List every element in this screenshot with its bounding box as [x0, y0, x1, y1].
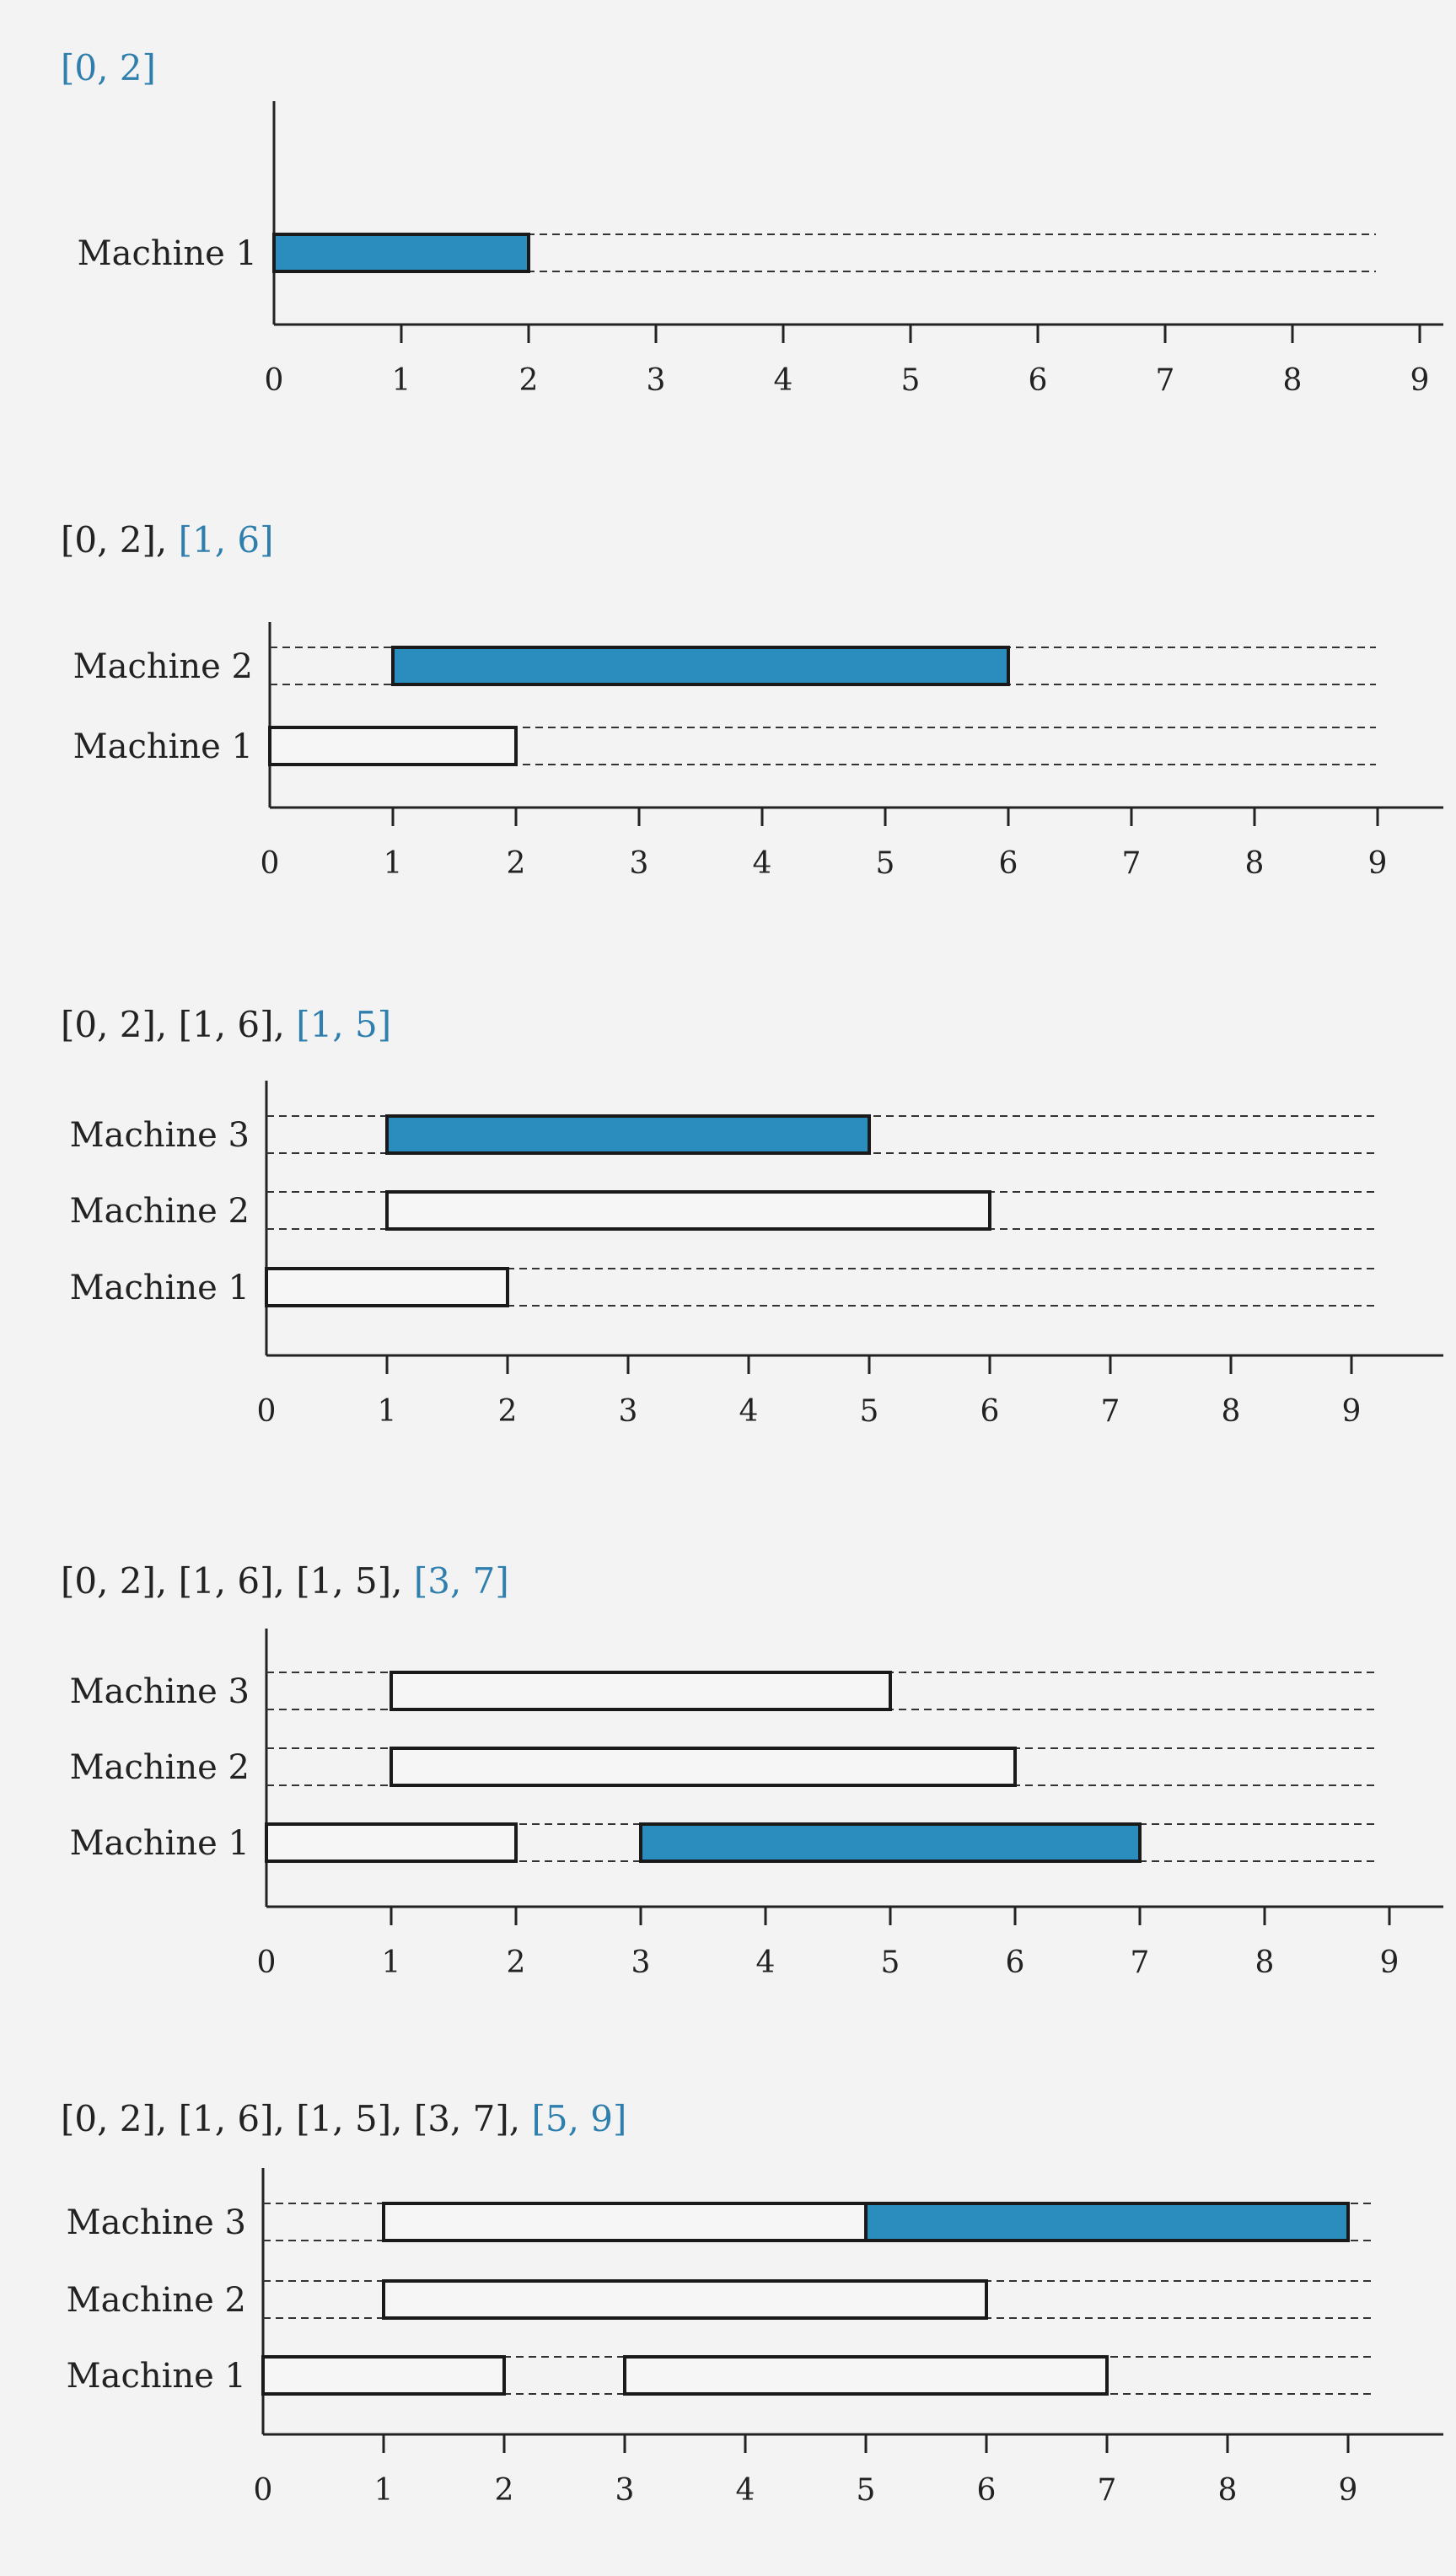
tick-label: 5	[876, 846, 895, 881]
tick-label: 5	[881, 1945, 900, 1980]
tick-label: 1	[382, 1945, 401, 1980]
panel-caption: [0, 2], [1, 6]	[61, 519, 274, 561]
machine-label: Machine 1	[70, 1269, 250, 1307]
schedule-panel: [0, 2], [1, 6] 0 1 2 3 4 5 6 7 8 9 Machine 1 Machine…	[61, 519, 1443, 881]
machine-label: Machine 2	[67, 2281, 246, 2320]
scheduled-interval-bar	[382, 2202, 868, 2242]
machine-label: Machine 3	[67, 2203, 246, 2242]
tick-label: 6	[999, 846, 1018, 881]
scheduled-interval-bar	[390, 1671, 892, 1711]
tick-label: 0	[265, 363, 284, 398]
tick-label: 3	[630, 846, 649, 881]
tick-label: 0	[261, 846, 280, 881]
scheduled-interval-bar	[390, 1747, 1017, 1787]
machine-label: Machine 2	[73, 647, 253, 686]
caption-previous-intervals: [0, 2], [1, 6], [1, 5], [3, 7],	[61, 2098, 531, 2139]
tick-label: 6	[1029, 363, 1048, 398]
tick-label: 9	[1368, 846, 1388, 881]
tick-label: 3	[615, 2473, 635, 2508]
tick-label: 3	[631, 1945, 651, 1980]
tick-label: 1	[378, 1394, 397, 1429]
caption-new-interval: [1, 5]	[296, 1004, 391, 1045]
machine-label: Machine 1	[67, 2357, 246, 2396]
scheduled-interval-bar	[623, 2355, 1109, 2396]
machine-label: Machine 2	[70, 1192, 250, 1231]
panel-caption: [0, 2]	[61, 47, 156, 89]
new-interval-bar	[391, 646, 1010, 686]
scheduled-interval-bar	[382, 2279, 988, 2320]
tick-label: 2	[498, 1394, 518, 1429]
machine-label: Machine 2	[70, 1748, 250, 1787]
tick-label: 7	[1122, 846, 1142, 881]
tick-label: 7	[1156, 363, 1175, 398]
machine-label: Machine 3	[70, 1116, 250, 1155]
tick-label: 6	[981, 1394, 1000, 1429]
scheduled-interval-bar	[265, 1267, 509, 1307]
caption-new-interval: [3, 7]	[414, 1560, 509, 1602]
tick-label: 4	[756, 1945, 776, 1980]
tick-label: 6	[1006, 1945, 1025, 1980]
panel-caption: [0, 2], [1, 6], [1, 5], [3, 7]	[61, 1560, 509, 1602]
tick-label: 8	[1283, 363, 1303, 398]
tick-label: 1	[392, 363, 411, 398]
tick-label: 7	[1101, 1394, 1120, 1429]
new-interval-bar	[639, 1822, 1142, 1863]
scheduled-interval-bar	[265, 1822, 518, 1863]
scheduled-interval-bar	[261, 2355, 506, 2396]
tick-label: 9	[1339, 2473, 1358, 2508]
tick-label: 0	[254, 2473, 273, 2508]
tick-label: 7	[1098, 2473, 1117, 2508]
caption-previous-intervals: [0, 2], [1, 6],	[61, 1004, 296, 1045]
tick-label: 8	[1222, 1394, 1241, 1429]
tick-label: 0	[257, 1394, 277, 1429]
panel-caption: [0, 2], [1, 6], [1, 5]	[61, 1004, 391, 1045]
tick-label: 5	[857, 2473, 876, 2508]
tick-label: 8	[1255, 1945, 1275, 1980]
tick-label: 0	[257, 1945, 277, 1980]
tick-label: 1	[384, 846, 403, 881]
machine-label: Machine 1	[73, 727, 253, 766]
tick-label: 7	[1131, 1945, 1150, 1980]
tick-label: 6	[977, 2473, 997, 2508]
caption-previous-intervals: [0, 2], [1, 6], [1, 5],	[61, 1560, 414, 1602]
machine-label: Machine 1	[70, 1824, 250, 1863]
caption-new-interval: [0, 2]	[61, 47, 156, 89]
tick-label: 2	[495, 2473, 514, 2508]
tick-label: 3	[619, 1394, 638, 1429]
tick-label: 2	[507, 1945, 526, 1980]
tick-label: 9	[1342, 1394, 1362, 1429]
tick-label: 1	[374, 2473, 394, 2508]
tick-label: 9	[1410, 363, 1430, 398]
scheduled-interval-bar	[268, 726, 518, 766]
schedule-panel: [0, 2], [1, 6], [1, 5], [3, 7] 0 1 2 3 4 5 6 7 8 9…	[61, 1560, 1443, 1980]
caption-previous-intervals: [0, 2],	[61, 519, 179, 561]
tick-label: 4	[736, 2473, 755, 2508]
schedule-panel: [0, 2], [1, 6], [1, 5], [3, 7], [5, 9] 0 1…	[61, 2098, 1443, 2508]
tick-label: 4	[739, 1394, 759, 1429]
machine-label: Machine 1	[78, 234, 257, 273]
tick-label: 5	[901, 363, 921, 398]
new-interval-bar	[385, 1114, 871, 1155]
tick-label: 3	[647, 363, 666, 398]
tick-label: 5	[860, 1394, 879, 1429]
schedule-panel: [0, 2], [1, 6], [1, 5] 0 1 2 3 4 5 6 7 8 9 Machine …	[61, 1004, 1443, 1429]
tick-label: 8	[1218, 2473, 1238, 2508]
machine-label: Machine 3	[70, 1672, 250, 1711]
scheduled-interval-bar	[385, 1190, 991, 1231]
caption-new-interval: [5, 9]	[531, 2098, 626, 2139]
caption-new-interval: [1, 6]	[179, 519, 274, 561]
panel-caption: [0, 2], [1, 6], [1, 5], [3, 7], [5, 9]	[61, 2098, 626, 2139]
tick-label: 2	[507, 846, 526, 881]
new-interval-bar	[272, 233, 530, 273]
tick-label: 4	[774, 363, 793, 398]
tick-label: 9	[1380, 1945, 1400, 1980]
tick-label: 2	[519, 363, 539, 398]
new-interval-bar	[864, 2202, 1350, 2242]
tick-label: 4	[753, 846, 772, 881]
tick-label: 8	[1245, 846, 1265, 881]
schedule-panel: [0, 2] 0 1 2 3 4 5 6 7 8 9 Machine 1	[61, 47, 1443, 398]
